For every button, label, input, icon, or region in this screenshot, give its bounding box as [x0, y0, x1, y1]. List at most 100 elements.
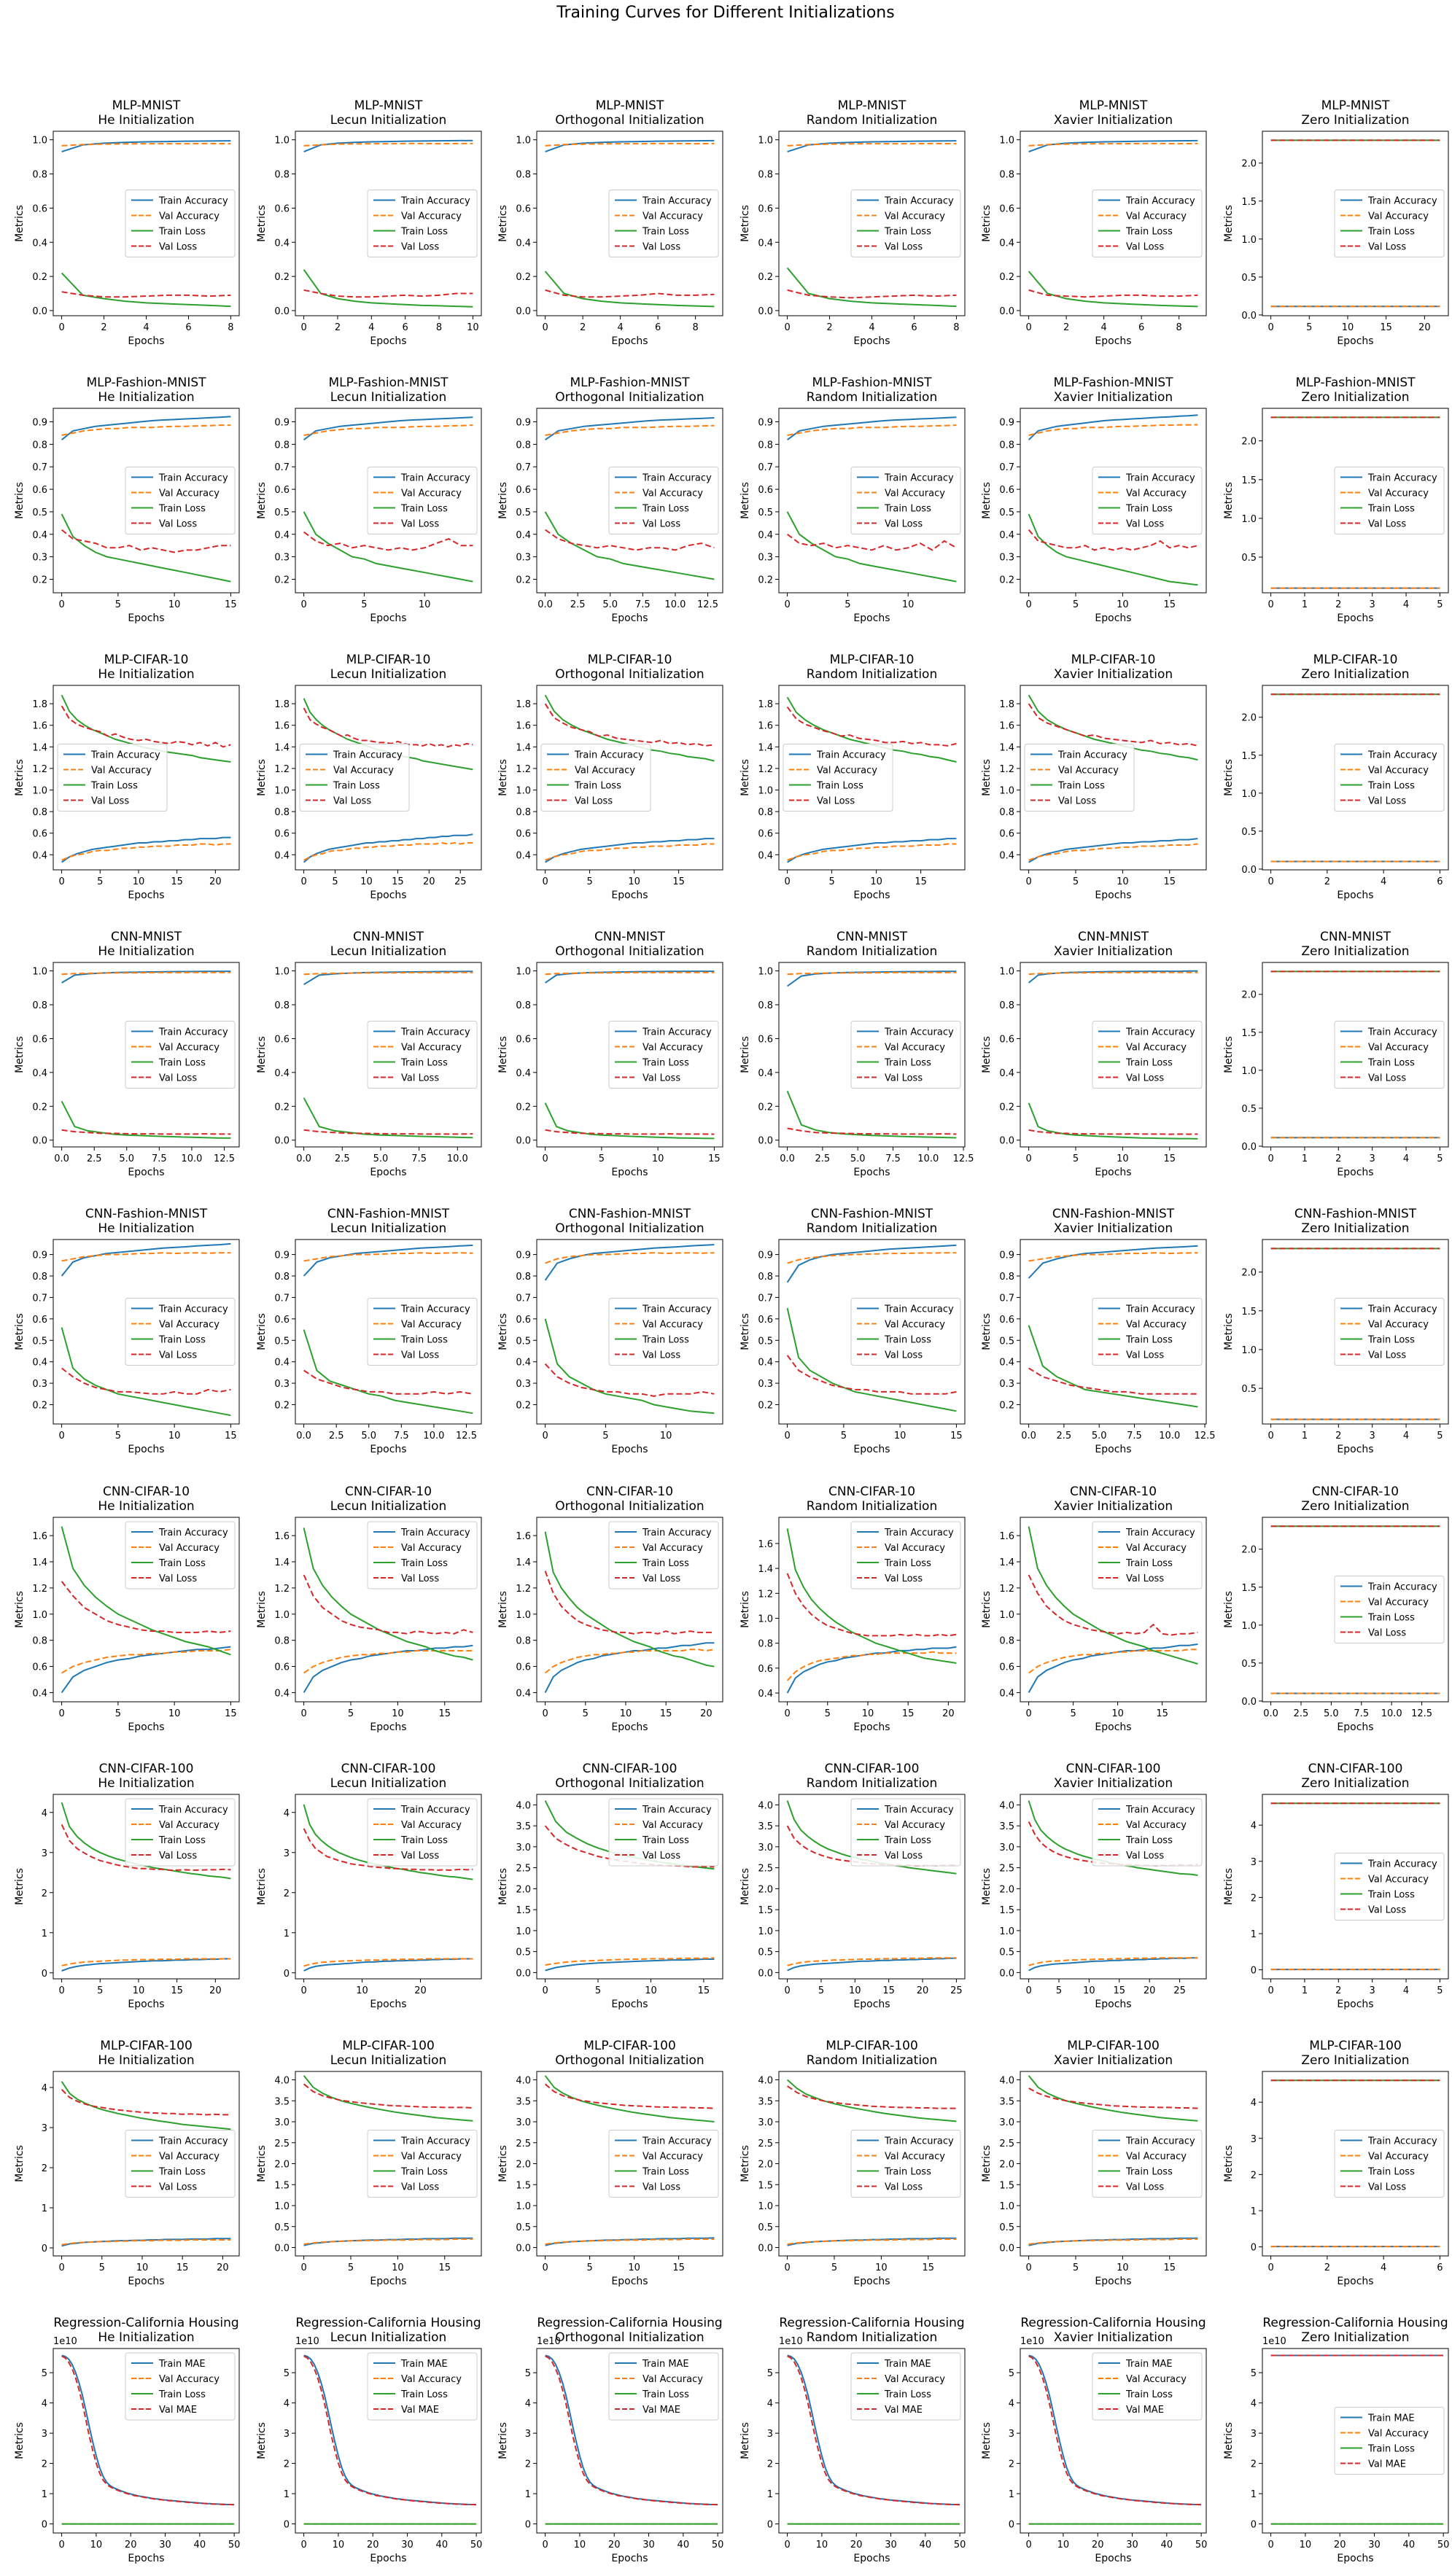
x-tick-label: 5 [115, 1431, 121, 1441]
y-tick-label: 1.5 [1241, 197, 1257, 208]
y-axis-label: Metrics [1223, 1036, 1235, 1073]
y-axis-label: Metrics [256, 759, 268, 796]
y-axis-label: Metrics [981, 482, 993, 519]
subplot-title: Xavier Initialization [1054, 390, 1173, 405]
y-tick-label: 0.2 [516, 575, 531, 585]
y-tick-label: 0.2 [274, 272, 290, 283]
x-tick-label: 0 [1267, 1153, 1273, 1164]
legend: Train Accuracy Val Accuracy Train Loss Val … [125, 2130, 236, 2198]
y-tick-label: 1.4 [274, 742, 290, 753]
legend-label: Train Accuracy [400, 1528, 470, 1538]
axes-frame [536, 2348, 723, 2534]
x-tick-label: 0 [542, 1153, 548, 1164]
y-axis-label: Metrics [1223, 205, 1235, 242]
x-tick-label: 15 [672, 2262, 685, 2273]
legend-label: Train Loss [1125, 504, 1173, 515]
y-tick-label: 0.6 [516, 1662, 531, 1673]
y-tick-label: 0.2 [999, 575, 1014, 585]
x-tick-label: 0 [784, 599, 790, 610]
subplot-title: Orthogonal Initialization [555, 2330, 704, 2345]
y-tick-label: 1.5 [1241, 1028, 1257, 1039]
y-tick-label: 0.4 [274, 1688, 290, 1699]
legend-box [1334, 467, 1445, 534]
y-axis-label: Metrics [981, 1313, 993, 1350]
legend-label: Train Loss [1367, 2444, 1415, 2455]
legend-label: Train Accuracy [884, 1027, 954, 1038]
y-tick-label: 0.8 [516, 440, 531, 451]
x-axis-label: Epochs [853, 890, 890, 901]
y-tick-label: 5 [1009, 2368, 1014, 2379]
series-line [787, 416, 957, 441]
subplot-title: Lecun Initialization [330, 2053, 447, 2068]
y-tick-label: 1.0 [32, 136, 47, 147]
legend-label: Val Loss [1368, 2182, 1406, 2193]
subplot-title: CNN-CIFAR-100 [583, 1762, 678, 1776]
y-tick-label: 1.4 [999, 1557, 1014, 1568]
legend-box [540, 744, 651, 812]
y-tick-label: 0.6 [516, 485, 531, 496]
y-tick-label: 1.0 [516, 1610, 531, 1621]
x-tick-label: 4 [368, 322, 374, 333]
y-tick-label: 1.0 [1241, 1621, 1257, 1632]
legend-label: Train Accuracy [400, 473, 470, 484]
y-tick-label: 1.2 [999, 1584, 1014, 1595]
legend-box [367, 1021, 478, 1089]
series-line [787, 2085, 957, 2109]
legend-label: Val Accuracy [642, 489, 703, 499]
subplot-title: Lecun Initialization [330, 667, 447, 682]
legend-label: Train Accuracy [1125, 1528, 1195, 1538]
y-tick-label: 1.8 [758, 699, 773, 710]
x-tick-label: 0 [1267, 599, 1273, 610]
y-tick-label: 1.0 [758, 136, 773, 147]
x-tick-label: 8 [1176, 322, 1182, 333]
legend-label: Val Loss [575, 796, 613, 807]
y-axis-label: Metrics [14, 482, 26, 519]
y-tick-label: 0.8 [758, 1639, 773, 1650]
series-line [61, 142, 231, 147]
legend-label: Val Accuracy [159, 1543, 220, 1554]
legend-label: Train Loss [90, 781, 138, 792]
y-tick-label: 2 [284, 2459, 290, 2470]
x-tick-label: 6 [1437, 876, 1443, 887]
y-offset-label: 1e10 [53, 2336, 77, 2347]
x-tick-label: 30 [1126, 2540, 1138, 2550]
legend: Train Accuracy Val Accuracy Train Loss Val … [850, 2130, 961, 2198]
legend-box [850, 1521, 961, 1589]
y-tick-label: 0.3 [999, 1379, 1014, 1390]
x-tick-label: 10.0 [664, 599, 686, 610]
subplot-title: CNN-MNIST [1078, 930, 1149, 944]
subplot-title: CNN-CIFAR-100 [341, 1762, 436, 1776]
series-line [787, 1252, 957, 1264]
subplot-title: Xavier Initialization [1054, 2053, 1173, 2068]
y-tick-label: 0.3 [516, 553, 531, 564]
y-tick-label: 3.5 [758, 2096, 773, 2107]
legend-box [1092, 190, 1203, 257]
x-axis-label: Epochs [1337, 1444, 1373, 1455]
y-tick-label: 1.4 [516, 742, 531, 753]
x-tick-label: 10 [356, 1985, 368, 1996]
y-tick-label: 3 [1251, 2134, 1257, 2145]
x-tick-label: 2.5 [570, 599, 586, 610]
series-line [61, 1367, 231, 1395]
legend-label: Train Loss [1125, 1835, 1173, 1846]
y-tick-label: 0.6 [758, 829, 773, 840]
x-tick-label: 0 [58, 1985, 64, 1996]
x-tick-label: 50 [470, 2540, 483, 2550]
legend-label: Val Accuracy [1368, 766, 1429, 777]
y-tick-label: 1.6 [516, 1531, 531, 1542]
legend-label: Train Loss [400, 1058, 448, 1069]
subplot-title: MLP-Fashion-MNIST [86, 375, 206, 390]
y-tick-label: 0.2 [274, 575, 290, 585]
y-tick-label: 0 [1009, 2520, 1014, 2531]
subplot-title: Zero Initialization [1301, 667, 1409, 682]
y-tick-label: 2.0 [758, 1884, 773, 1895]
series-line [1028, 843, 1198, 861]
legend-label: Val Loss [1058, 796, 1096, 807]
y-axis-label: Metrics [497, 1868, 509, 1905]
x-tick-label: 15 [1163, 1153, 1176, 1164]
